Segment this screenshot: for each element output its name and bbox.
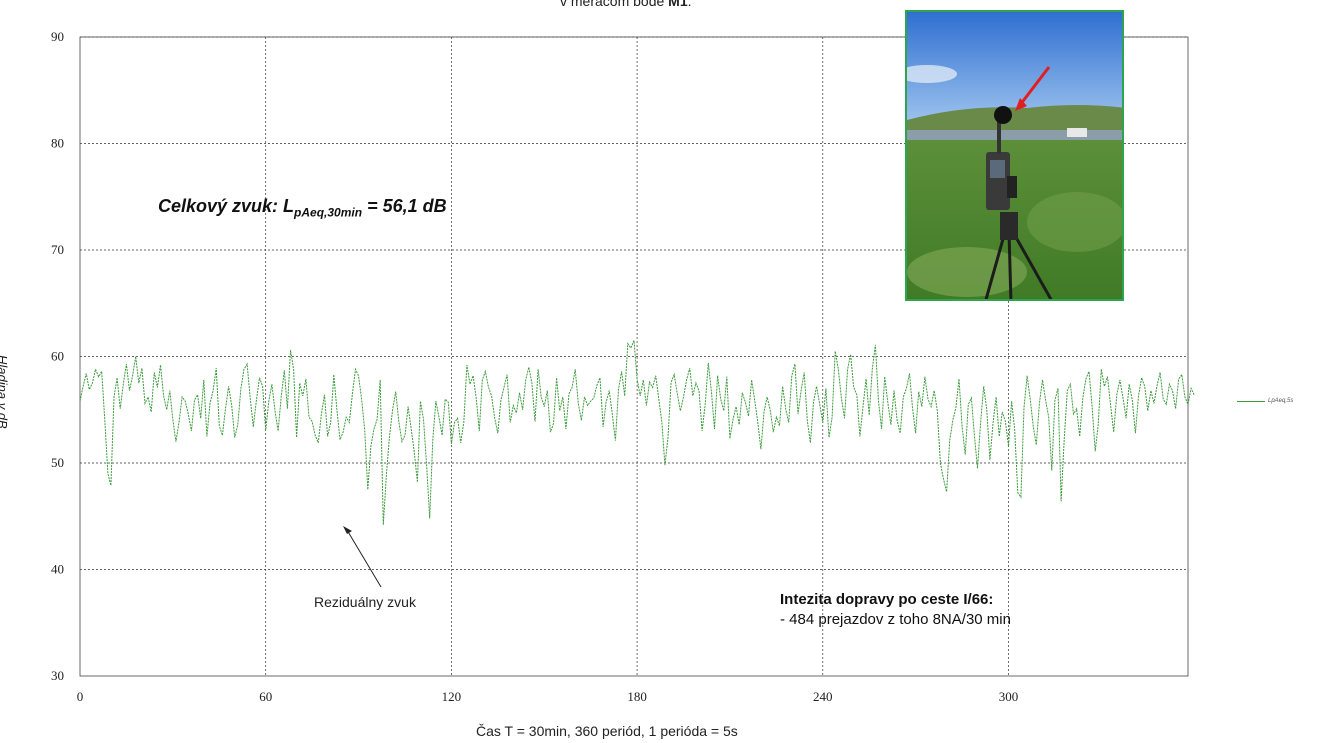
- y-axis-label: Hladina v dB: [0, 355, 10, 429]
- x-tick-label: 180: [627, 689, 647, 704]
- x-tick-label: 120: [442, 689, 462, 704]
- chart-title: v meracom bode M1.: [560, 0, 692, 9]
- y-tick-label: 30: [51, 668, 64, 683]
- legend-label: LpAeq,5s: [1268, 398, 1294, 404]
- x-tick-label: 60: [259, 689, 272, 704]
- legend: LpAeq,5s: [1237, 398, 1293, 404]
- y-tick-label: 50: [51, 455, 64, 470]
- y-tick-label: 40: [51, 562, 64, 577]
- residual-sound-label: Reziduálny zvuk: [314, 594, 416, 610]
- grid-lines: [80, 36, 1188, 676]
- x-tick-label: 0: [77, 689, 84, 704]
- y-tick-label: 60: [51, 349, 64, 364]
- legend-swatch: [1237, 400, 1265, 402]
- measurement-photo: [905, 10, 1124, 301]
- y-tick-label: 70: [51, 242, 64, 257]
- axes: [79, 36, 1189, 677]
- y-tick-label: 80: [51, 136, 64, 151]
- x-tick-label: 300: [999, 689, 1019, 704]
- series-line-lpaeq: [79, 340, 1195, 525]
- sound-level-meter-photo-icon: [907, 12, 1122, 299]
- x-tick-label: 240: [813, 689, 833, 704]
- tick-labels: 30 40 50 60 70 80 90 0 60 120 180 240 300: [51, 29, 1018, 704]
- plot-frame: [79, 36, 1189, 677]
- traffic-detail: - 484 prejazdov z toho 8NA/30 min: [780, 611, 1011, 628]
- traffic-title: Intezita dopravy po ceste I/66:: [780, 591, 994, 608]
- traffic-intensity-box: Intezita dopravy po ceste I/66: - 484 pr…: [780, 590, 1011, 630]
- y-tick-label: 90: [51, 29, 64, 44]
- residual-arrow: [343, 526, 382, 588]
- total-sound-annotation: Celkový zvuk: LpAeq,30min = 56,1 dB: [158, 196, 447, 220]
- x-axis-label: Čas T = 30min, 360 periód, 1 perióda = 5…: [476, 723, 738, 739]
